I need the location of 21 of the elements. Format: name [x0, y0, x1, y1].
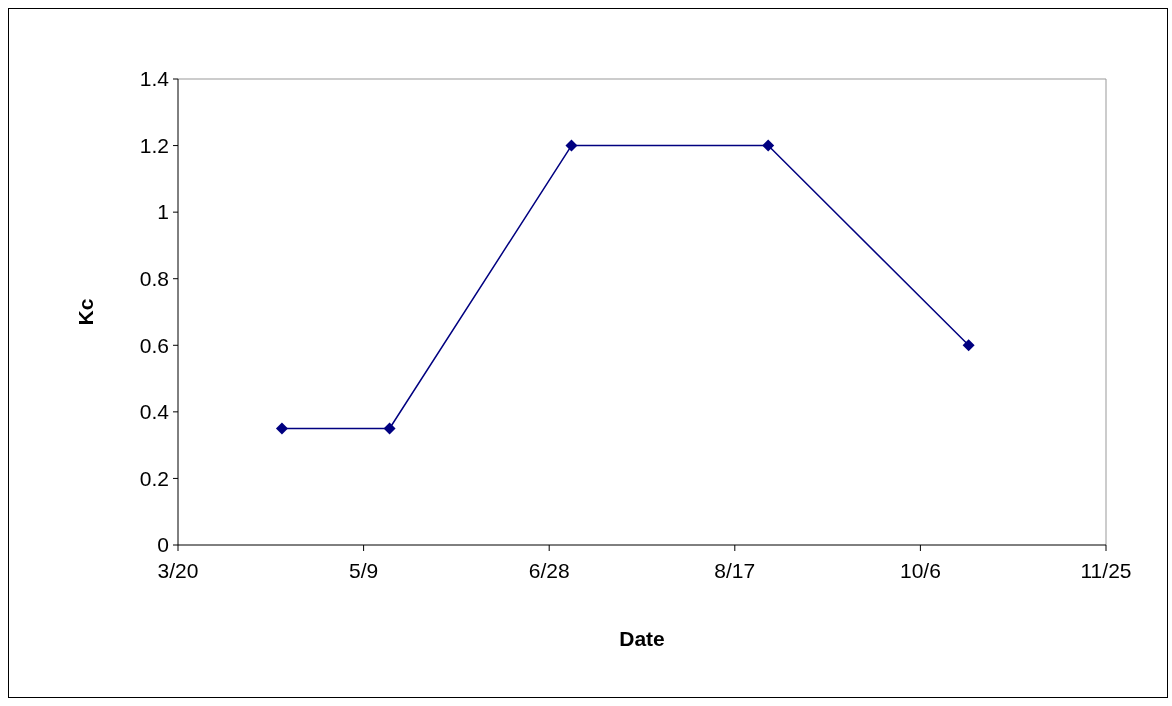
y-tick-label: 0.8 — [139, 267, 169, 291]
point — [565, 139, 578, 152]
x-tick-label: 5/9 — [349, 559, 379, 582]
x-tick-label: 10/6 — [899, 559, 941, 582]
x-tick-label: 6/28 — [528, 559, 570, 582]
x-axis-title: Date — [619, 627, 665, 650]
y-tick-label: 1 — [157, 200, 169, 224]
point — [275, 422, 288, 435]
point — [383, 422, 396, 435]
y-tick-label: 0.6 — [139, 333, 169, 357]
y-tick-label: 0.4 — [139, 400, 170, 424]
y-tick-label: 0 — [157, 533, 169, 557]
y-tick-label: 1.4 — [139, 67, 170, 91]
y-axis-title: Kc — [74, 298, 97, 326]
y-tick-label: 0.2 — [139, 466, 169, 490]
x-tick-label: 3/20 — [157, 559, 199, 582]
x-tick-label: 8/17 — [714, 559, 756, 582]
y-tick-label: 1.2 — [139, 133, 169, 157]
x-tick-label: 11/25 — [1080, 559, 1132, 582]
point — [962, 339, 975, 352]
point — [762, 139, 775, 152]
